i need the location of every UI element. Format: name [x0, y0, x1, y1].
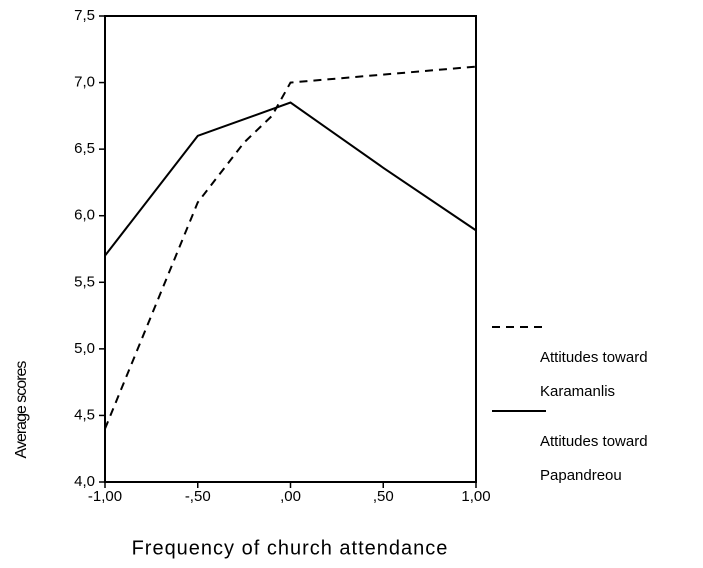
x-tick-label: ,50	[373, 488, 394, 505]
x-axis-label: Frequency of church attendance	[132, 537, 449, 559]
line	[104, 101, 477, 257]
line	[104, 65, 477, 430]
legend-label: Attitudes toward Karamanlis	[540, 349, 648, 400]
x-tick-label: ,00	[280, 488, 301, 505]
y-tick-label: 7,0	[74, 74, 95, 91]
y-tick-label: 4,0	[74, 473, 95, 490]
x-tick-label: -,50	[185, 488, 211, 505]
y-tick-label: 5,5	[74, 273, 95, 290]
x-tick-label: 1,00	[461, 488, 490, 505]
y-tick-label: 4,5	[74, 406, 95, 423]
y-axis-label: Average scores	[13, 361, 30, 459]
y-tick-label: 7,5	[74, 7, 95, 24]
y-tick-label: 6,0	[74, 207, 95, 224]
y-tick-label: 6,5	[74, 140, 95, 157]
y-tick-label: 5,0	[74, 340, 95, 357]
legend-label: Attitudes toward Papandreou	[540, 433, 648, 484]
x-tick-label: -1,00	[88, 488, 122, 505]
plot-frame	[104, 15, 477, 483]
